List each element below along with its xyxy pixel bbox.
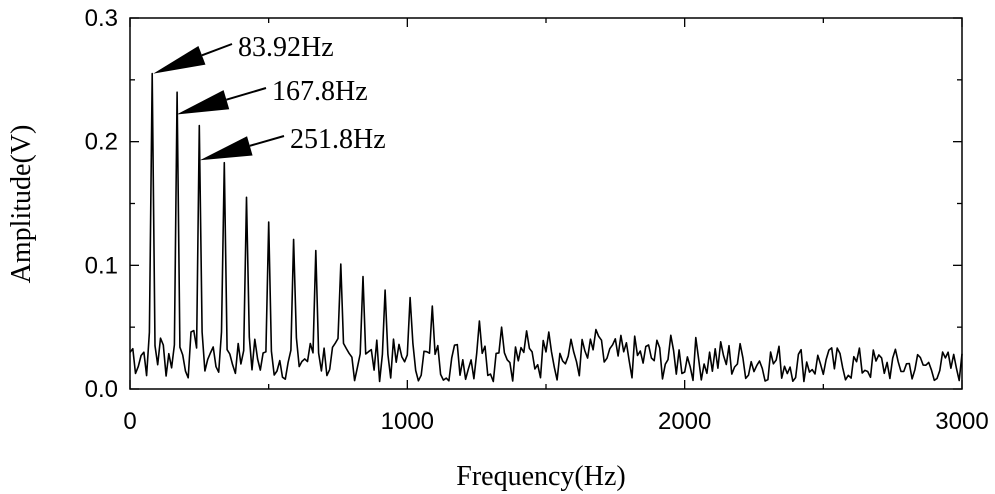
y-axis-title: Amplitude(V) xyxy=(6,125,37,284)
annotation-arrow-head xyxy=(199,136,253,161)
annotation-arrow-shaft xyxy=(249,135,285,147)
annotation-label: 83.92Hz xyxy=(238,32,334,63)
axis-ticks xyxy=(129,17,963,390)
y-tick-label: 0.0 xyxy=(85,376,118,403)
spectrum-line xyxy=(129,72,963,383)
annotation-arrow-shaft xyxy=(201,43,233,57)
annotation-arrow-head xyxy=(176,90,230,115)
axis-tick-labels: 0 1000 2000 3000 0.0 0.1 0.2 0.3 xyxy=(85,5,989,435)
plot-frame xyxy=(129,17,963,390)
x-tick-label: 0 xyxy=(123,408,136,435)
y-tick-label: 0.1 xyxy=(85,252,118,279)
annotation-label: 251.8Hz xyxy=(290,124,386,155)
y-tick-label: 0.2 xyxy=(85,129,118,156)
x-tick-label: 1000 xyxy=(381,408,434,435)
peak-annotations: 83.92Hz 167.8Hz 251.8Hz xyxy=(153,32,386,161)
x-tick-label: 2000 xyxy=(658,408,711,435)
x-tick-label: 3000 xyxy=(935,408,988,435)
annotation-arrow-shaft xyxy=(226,87,267,101)
annotation-label: 167.8Hz xyxy=(272,76,368,107)
y-tick-label: 0.3 xyxy=(85,5,118,32)
x-axis-title: Frequency(Hz) xyxy=(456,461,625,492)
annotation-arrow-head xyxy=(153,45,206,74)
